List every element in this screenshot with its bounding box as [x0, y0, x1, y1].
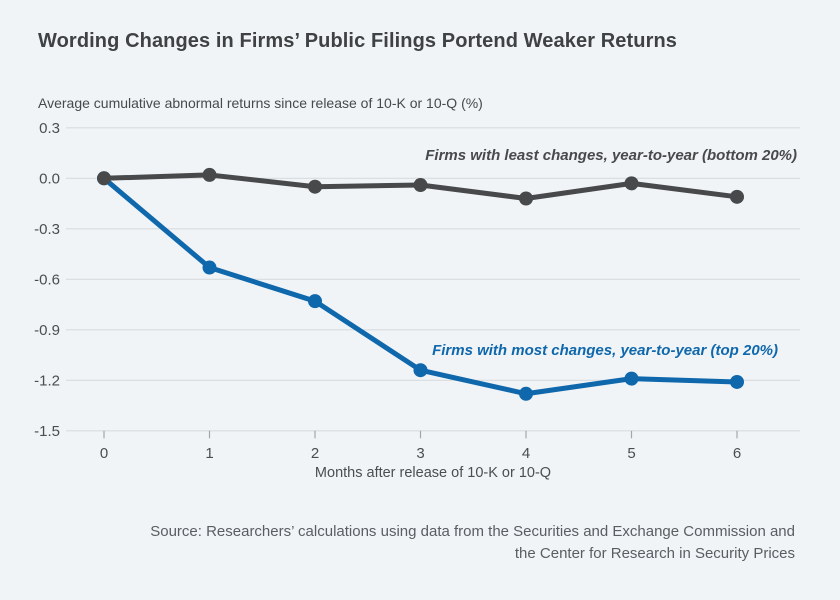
x-tick-label: 0	[100, 445, 108, 462]
series-line-most-changes	[101, 175, 740, 397]
source-line-1: Source: Researchers’ calculations using …	[150, 523, 795, 540]
data-point-most-changes	[730, 374, 744, 389]
y-tick-label: -1.5	[34, 423, 60, 440]
y-tick-label: -0.6	[34, 271, 60, 288]
data-point-least-changes	[624, 176, 639, 191]
data-point-least-changes	[97, 171, 111, 186]
data-point-most-changes	[308, 294, 322, 309]
y-tick-label: 0.0	[39, 170, 60, 187]
data-point-least-changes	[519, 191, 533, 206]
y-tick-label: -1.2	[34, 372, 60, 389]
x-tick-label: 5	[627, 445, 635, 462]
data-point-least-changes	[413, 178, 428, 193]
y-tick-label: -0.9	[34, 322, 60, 339]
data-point-least-changes	[308, 179, 322, 194]
chart-canvas: 0.3 0.0 -0.3 -0.6 -0.9 -1.2 -1.5 0 1 2 3 4 5 6	[34, 120, 800, 462]
data-point-most-changes	[624, 371, 639, 386]
x-tick-label: 2	[311, 445, 319, 462]
data-point-least-changes	[202, 167, 217, 182]
legend-least-changes: Firms with least changes, year-to-year (…	[425, 147, 797, 164]
y-tick-label: 0.3	[39, 120, 60, 137]
x-tick-label: 6	[733, 445, 741, 462]
chart-title: Wording Changes in Firms’ Public Filings…	[38, 30, 677, 52]
data-point-most-changes	[519, 386, 533, 401]
y-axis-title: Average cumulative abnormal returns sinc…	[38, 95, 483, 111]
source-line-2: the Center for Research in Security Pric…	[514, 545, 795, 562]
x-tick-label: 3	[416, 445, 424, 462]
data-point-least-changes	[730, 189, 744, 204]
legend-most-changes: Firms with most changes, year-to-year (t…	[432, 342, 778, 359]
y-tick-label: -0.3	[34, 221, 60, 238]
x-tick-label: 4	[522, 445, 530, 462]
x-axis-title: Months after release of 10-K or 10-Q	[314, 465, 552, 481]
source-note: Source: Researchers’ calculations using …	[150, 521, 795, 565]
data-point-most-changes	[413, 363, 428, 378]
x-tick-label: 1	[205, 445, 213, 462]
data-point-most-changes	[202, 260, 217, 275]
